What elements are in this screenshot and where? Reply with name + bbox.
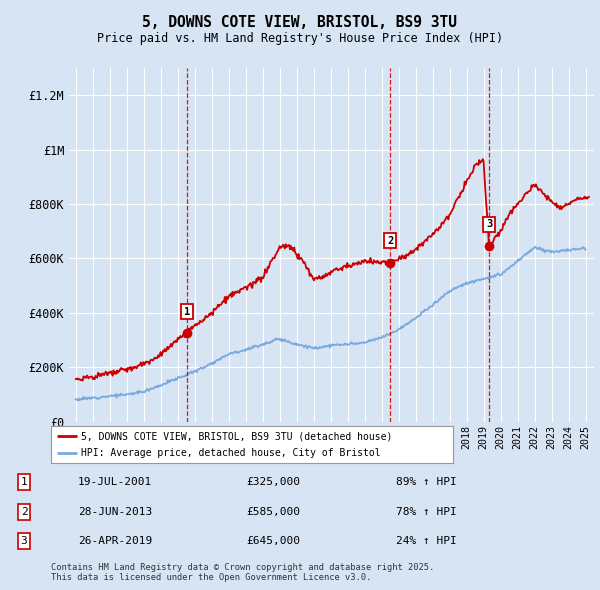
Text: 19-JUL-2001: 19-JUL-2001 [78,477,152,487]
Text: 89% ↑ HPI: 89% ↑ HPI [396,477,457,487]
Text: Contains HM Land Registry data © Crown copyright and database right 2025.
This d: Contains HM Land Registry data © Crown c… [51,563,434,582]
Text: 3: 3 [20,536,28,546]
Text: 24% ↑ HPI: 24% ↑ HPI [396,536,457,546]
Text: £645,000: £645,000 [246,536,300,546]
Text: 2: 2 [387,236,393,246]
Text: 1: 1 [20,477,28,487]
Text: 78% ↑ HPI: 78% ↑ HPI [396,507,457,517]
Text: HPI: Average price, detached house, City of Bristol: HPI: Average price, detached house, City… [81,448,381,458]
Text: 1: 1 [184,307,190,317]
Text: 3: 3 [486,219,492,230]
Text: 2: 2 [20,507,28,517]
Text: £325,000: £325,000 [246,477,300,487]
Text: 5, DOWNS COTE VIEW, BRISTOL, BS9 3TU (detached house): 5, DOWNS COTE VIEW, BRISTOL, BS9 3TU (de… [81,431,392,441]
Text: 26-APR-2019: 26-APR-2019 [78,536,152,546]
Text: 5, DOWNS COTE VIEW, BRISTOL, BS9 3TU: 5, DOWNS COTE VIEW, BRISTOL, BS9 3TU [143,15,458,30]
Text: 28-JUN-2013: 28-JUN-2013 [78,507,152,517]
Text: Price paid vs. HM Land Registry's House Price Index (HPI): Price paid vs. HM Land Registry's House … [97,32,503,45]
Text: £585,000: £585,000 [246,507,300,517]
